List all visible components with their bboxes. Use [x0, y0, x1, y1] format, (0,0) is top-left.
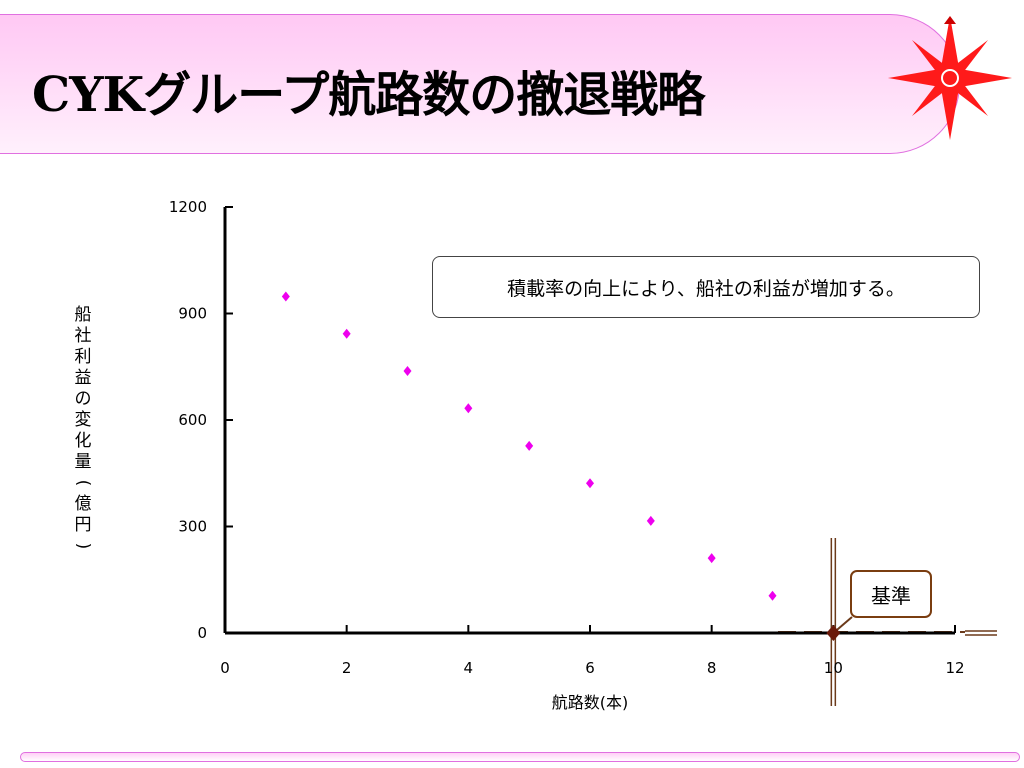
- data-point: [464, 403, 473, 414]
- data-point: [281, 291, 290, 302]
- y-tick-label: 1200: [169, 198, 207, 216]
- x-axis-label: 航路数(本): [552, 693, 629, 712]
- y-axis-label-char: 億: [75, 494, 92, 514]
- y-axis-label-char: (: [73, 480, 93, 487]
- y-tick-label: 0: [197, 624, 207, 642]
- data-point: [342, 328, 351, 339]
- annotation-box: 積載率の向上により、船社の利益が増加する。: [432, 256, 980, 318]
- y-axis-label-char: 化: [75, 431, 92, 451]
- y-axis-label-char: 利: [75, 347, 92, 367]
- x-tick-label: 6: [585, 659, 595, 677]
- y-tick-label: 300: [178, 518, 207, 536]
- x-tick-label: 10: [824, 659, 843, 677]
- data-point: [768, 590, 777, 601]
- title-banner: CYKグループ航路数の撤退戦略: [0, 14, 960, 154]
- y-axis-label-char: 量: [75, 452, 92, 472]
- footer-bar: [20, 752, 1020, 762]
- y-axis-label-char: 益: [75, 368, 92, 388]
- y-tick-label: 900: [178, 305, 207, 323]
- y-axis-label-char: 社: [75, 326, 92, 346]
- tick-labels: 0 2 4 6 8 10 12 0 300 600 900 1200: [169, 198, 965, 677]
- annotation-text: 積載率の向上により、船社の利益が増加する。: [507, 277, 905, 300]
- reference-label: 基準: [871, 583, 911, 608]
- x-tick-label: 8: [707, 659, 717, 677]
- y-axis-label-char: 船: [75, 305, 92, 325]
- reference-callout: 基準: [850, 570, 932, 618]
- data-point: [646, 515, 655, 526]
- data-point: [707, 553, 716, 564]
- data-point: [403, 366, 412, 377]
- y-axis-label-char: 円: [75, 515, 92, 535]
- x-tick-label: 2: [342, 659, 352, 677]
- reference-point-marker: [826, 625, 841, 641]
- x-tick-label: 4: [464, 659, 474, 677]
- data-point: [586, 478, 594, 489]
- y-axis-label-char: の: [75, 389, 92, 409]
- y-axis-label-char: 変: [75, 410, 92, 430]
- y-axis-label-char: ): [73, 543, 93, 550]
- data-points: [281, 291, 841, 641]
- reference-lines: [778, 538, 997, 706]
- data-point: [525, 440, 534, 451]
- x-tick-label: 12: [945, 659, 964, 677]
- y-tick-label: 600: [178, 411, 207, 429]
- x-tick-label: 0: [220, 659, 230, 677]
- compass-star-icon: [888, 16, 1012, 140]
- slide-title: CYKグループ航路数の撤退戦略: [32, 67, 705, 123]
